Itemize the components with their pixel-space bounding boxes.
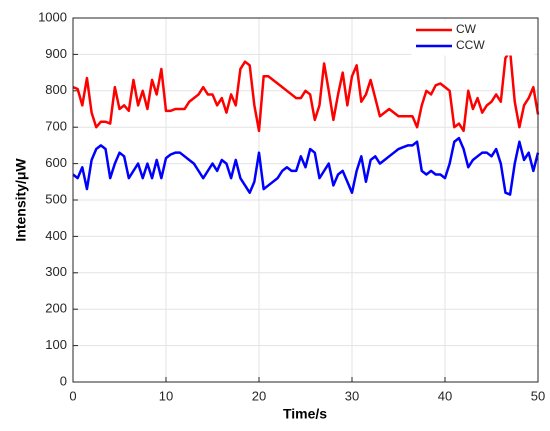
legend-box (411, 20, 535, 56)
legend-label: CW (456, 22, 477, 36)
y-tick-label: 600 (45, 155, 67, 170)
legend: CW CCW (411, 20, 535, 56)
y-tick-label: 200 (45, 301, 67, 316)
y-tick-label: 700 (45, 119, 67, 134)
x-tick-label: 20 (252, 388, 266, 403)
x-tick-label: 50 (531, 388, 545, 403)
plot-frame (72, 17, 539, 383)
y-tick-label: 0 (60, 373, 67, 388)
y-tick-label: 800 (45, 82, 67, 97)
y-tick-label: 900 (45, 46, 67, 61)
x-tick-label: 0 (69, 388, 76, 403)
y-tick-label: 400 (45, 228, 67, 243)
data-line (72, 49, 540, 133)
y-tick-label: 500 (45, 191, 67, 206)
y-tick-label: 300 (45, 264, 67, 279)
y-axis-label: Intensity/μW (13, 158, 29, 242)
y-tick-label: 100 (45, 337, 67, 352)
y-tick-label: 1000 (38, 9, 67, 24)
legend-label: CCW (456, 38, 485, 52)
x-tick-label: 40 (438, 388, 452, 403)
x-tick-label: 30 (345, 388, 359, 403)
x-tick-label: 10 (159, 388, 173, 403)
data-line (72, 136, 540, 196)
x-axis-label: Time/s (283, 406, 327, 422)
